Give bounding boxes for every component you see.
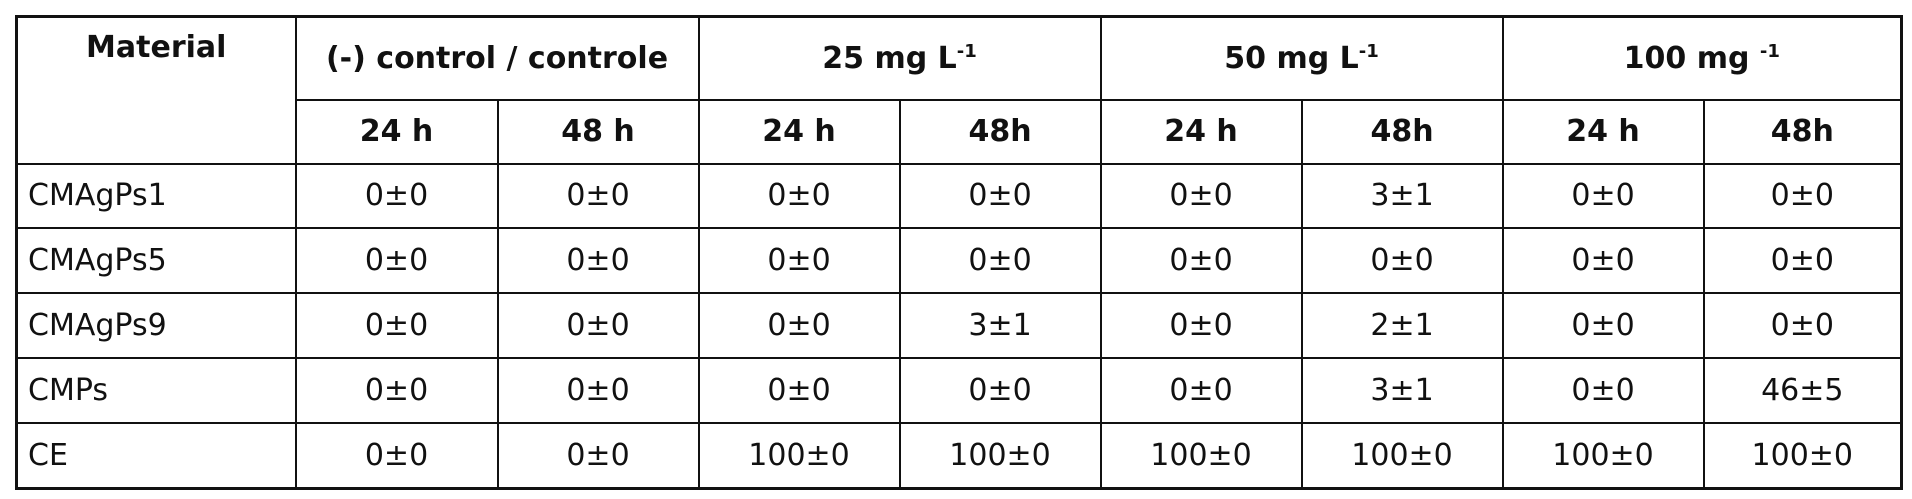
time-header: 24 h	[1501, 98, 1705, 165]
cell-value: 0±0	[294, 227, 499, 295]
group-label: 50 mg L	[1224, 40, 1359, 76]
time-header: 24 h	[294, 98, 499, 165]
cell-value: 0±0	[496, 162, 700, 230]
material-name: CMAgPs9	[15, 292, 297, 359]
cell-value: 0±0	[697, 356, 901, 424]
data-row: CMPs 0±0 0±0 0±0 0±0 0±0 3±1 0±0 46±5	[15, 356, 1903, 424]
data-table: Material (-) control / controle 25 mg L-1 5…	[15, 15, 1904, 490]
cell-value: 100±0	[1501, 421, 1705, 490]
header-row: Material (-) control / controle 25 mg L-1 5…	[15, 15, 1903, 165]
material-name: CE	[15, 421, 297, 490]
group-superscript: -1	[1358, 40, 1379, 62]
group-header: 25 mg L-1	[697, 15, 1102, 101]
cell-value: 3±1	[1300, 162, 1504, 230]
group-superscript: -1	[956, 40, 977, 62]
data-row: CE 0±0 0±0 100±0 100±0 100±0 100±0 100±0 100±0	[15, 421, 1903, 490]
group-label: (-) control / controle	[325, 40, 669, 76]
cell-value: 0±0	[496, 227, 700, 295]
data-row: CMAgPs9 0±0 0±0 0±0 3±1 0±0 2±1 0±0 0±0	[15, 292, 1903, 359]
time-header: 48h	[1702, 98, 1903, 165]
cell-value: 0±0	[1702, 292, 1903, 359]
cell-value: 0±0	[294, 292, 499, 359]
group-header: 50 mg L-1	[1099, 15, 1504, 101]
cell-value: 100±0	[697, 421, 901, 490]
cell-value: 0±0	[1099, 227, 1303, 295]
cell-value: 0±0	[1501, 162, 1705, 230]
cell-value: 0±0	[697, 292, 901, 359]
time-header: 24 h	[697, 98, 901, 165]
cell-value: 100±0	[898, 421, 1102, 490]
data-row: CMAgPs1 0±0 0±0 0±0 0±0 0±0 3±1 0±0 0±0	[15, 162, 1903, 230]
cell-value: 0±0	[1702, 227, 1903, 295]
material-name: CMAgPs1	[15, 162, 297, 230]
cell-value: 100±0	[1099, 421, 1303, 490]
corner-header: Material	[15, 15, 297, 165]
time-header: 24 h	[1099, 98, 1303, 165]
group-header: 100 mg -1	[1501, 15, 1903, 101]
cell-value: 0±0	[697, 162, 901, 230]
group-label: 25 mg L	[822, 40, 957, 76]
cell-value: 100±0	[1300, 421, 1504, 490]
cell-value: 0±0	[496, 421, 700, 490]
cell-value: 0±0	[496, 356, 700, 424]
cell-value: 3±1	[898, 292, 1102, 359]
group-label: 100 mg	[1623, 40, 1760, 76]
cell-value: 0±0	[294, 421, 499, 490]
cell-value: 3±1	[1300, 356, 1504, 424]
cell-value: 0±0	[1099, 162, 1303, 230]
cell-value: 2±1	[1300, 292, 1504, 359]
cell-value: 0±0	[898, 227, 1102, 295]
material-name: CMPs	[15, 356, 297, 424]
group-header: (-) control / controle	[294, 15, 700, 101]
cell-value: 0±0	[697, 227, 901, 295]
cell-value: 0±0	[1099, 292, 1303, 359]
cell-value: 0±0	[496, 292, 700, 359]
cell-value: 0±0	[1300, 227, 1504, 295]
cell-value: 0±0	[898, 356, 1102, 424]
time-header: 48h	[1300, 98, 1504, 165]
cell-value: 0±0	[294, 162, 499, 230]
subheader-row: 24 h 48 h 24 h 48h 24 h 48h 24 h 48h	[17, 98, 1903, 165]
cell-value: 100±0	[1702, 421, 1903, 490]
cell-value: 0±0	[1501, 356, 1705, 424]
cell-value: 0±0	[898, 162, 1102, 230]
cell-value: 0±0	[1702, 162, 1903, 230]
cell-value: 46±5	[1702, 356, 1903, 424]
cell-value: 0±0	[1501, 227, 1705, 295]
cell-value: 0±0	[294, 356, 499, 424]
time-header: 48 h	[496, 98, 700, 165]
cell-value: 0±0	[1501, 292, 1705, 359]
data-row: CMAgPs5 0±0 0±0 0±0 0±0 0±0 0±0 0±0 0±0	[15, 227, 1903, 295]
group-superscript: -1	[1759, 40, 1780, 62]
cell-value: 0±0	[1099, 356, 1303, 424]
time-header: 48h	[898, 98, 1102, 165]
material-name: CMAgPs5	[15, 227, 297, 295]
